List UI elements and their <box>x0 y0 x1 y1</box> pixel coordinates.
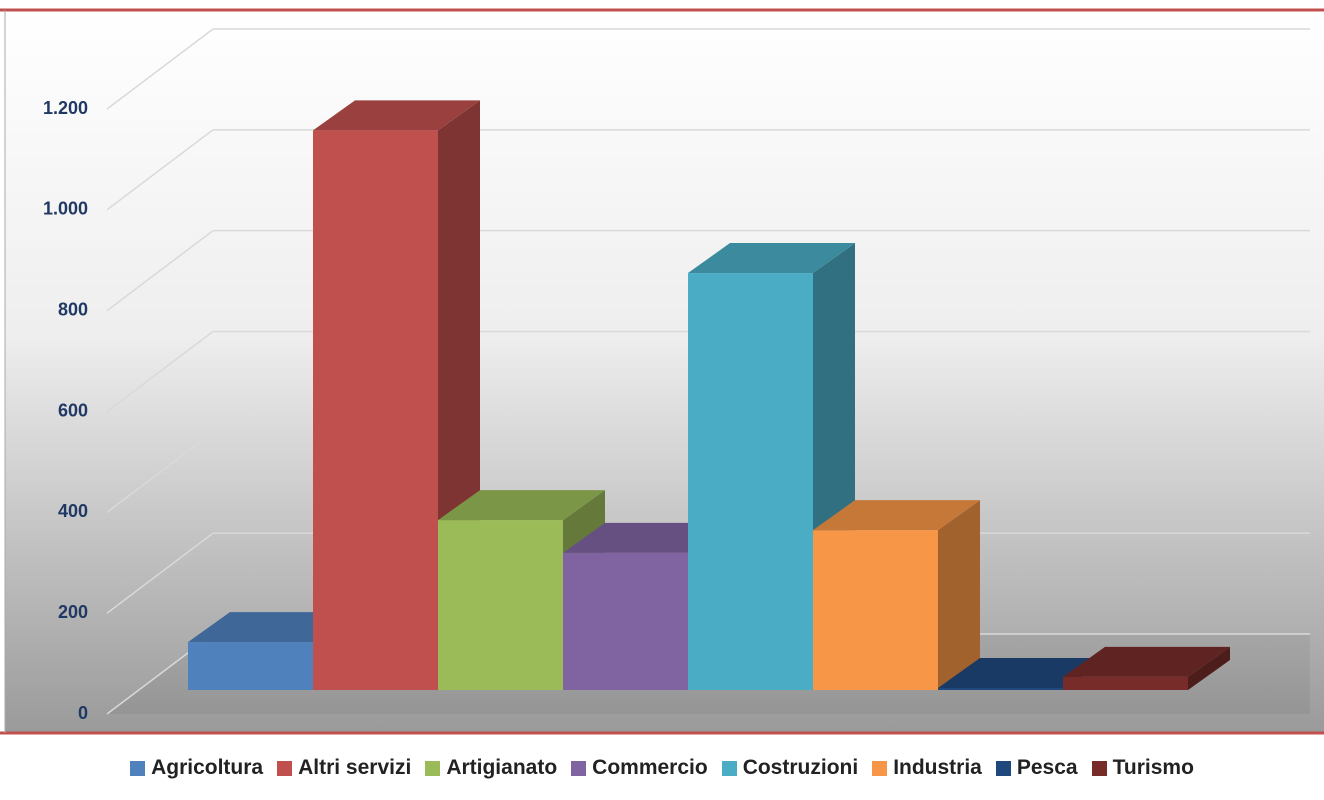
legend-label: Turismo <box>1112 756 1194 779</box>
bar <box>563 552 688 690</box>
bar-top <box>313 100 480 131</box>
legend-label: Commercio <box>592 756 708 779</box>
legend-item: Artigianato <box>425 756 557 780</box>
legend-item: Turismo <box>1091 756 1194 780</box>
legend-item: Altri servizi <box>277 756 411 780</box>
bar <box>938 687 1063 690</box>
legend-swatch <box>872 760 888 776</box>
legend-item: Costruzioni <box>721 756 859 780</box>
bar-top <box>813 500 980 531</box>
legend-swatch <box>130 760 146 776</box>
legend-item: Industria <box>872 756 982 780</box>
bar-side <box>938 500 980 690</box>
grid-line-side <box>106 532 214 614</box>
legend-label: Industria <box>893 756 982 779</box>
legend-swatch <box>425 760 441 776</box>
legend-swatch <box>1091 760 1107 776</box>
y-tick-label: 600 <box>58 400 88 420</box>
chart: 0 200 400 600 800 1.000 1.200 <box>0 8 1324 735</box>
bar <box>438 520 563 690</box>
grid-line-side <box>106 330 214 413</box>
bar <box>313 130 438 690</box>
bar-side <box>1188 646 1230 690</box>
grid-line-side <box>106 431 214 513</box>
grid-line-side <box>106 28 214 110</box>
y-tick-label: 800 <box>58 299 88 319</box>
legend-label: Costruzioni <box>742 756 859 779</box>
bar-top <box>688 243 855 274</box>
legend-swatch <box>721 760 737 776</box>
legend-item: Pesca <box>995 756 1078 780</box>
legend-swatch <box>995 760 1011 776</box>
bar <box>1063 676 1188 690</box>
bar <box>188 642 313 690</box>
legend-swatch <box>277 760 293 776</box>
legend-label: Pesca <box>1016 756 1078 779</box>
y-tick-label: 0 <box>78 703 88 723</box>
bar-top <box>1063 646 1230 677</box>
y-tick-label: 1.000 <box>43 199 88 219</box>
y-tick-label: 200 <box>58 602 88 622</box>
bar <box>813 530 938 690</box>
grid-line-side <box>106 230 214 312</box>
legend: Agricoltura Altri servizi Artigianato Comme… <box>0 756 1324 780</box>
bar-top <box>438 490 605 521</box>
legend-label: Altri servizi <box>298 756 412 779</box>
legend-item: Commercio <box>571 756 708 780</box>
legend-item: Agricoltura <box>130 756 263 780</box>
legend-label: Agricoltura <box>151 756 264 779</box>
legend-label: Artigianato <box>446 756 558 779</box>
y-tick-label: 400 <box>58 501 88 521</box>
y-tick-label: 1.200 <box>43 98 88 118</box>
legend-swatch <box>571 760 587 776</box>
grid-line-side <box>106 129 214 211</box>
bar <box>688 273 813 690</box>
